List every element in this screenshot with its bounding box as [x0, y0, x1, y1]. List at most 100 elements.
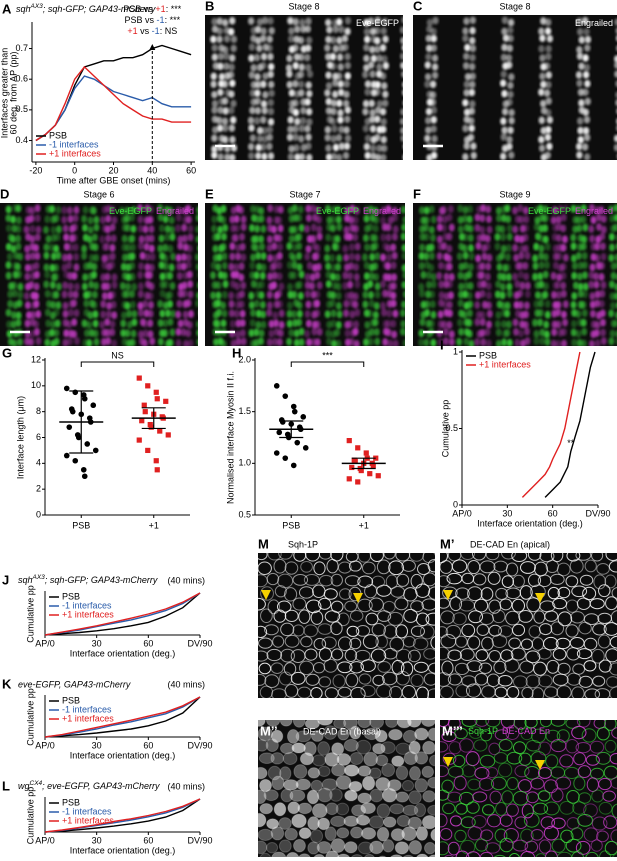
cell: [499, 814, 513, 827]
cell: [284, 827, 298, 841]
nucleus: [369, 253, 376, 262]
nucleus: [551, 206, 558, 215]
nucleus: [292, 79, 299, 88]
nucleus: [381, 55, 388, 63]
nucleus: [480, 280, 487, 289]
nucleus: [294, 153, 301, 160]
nucleus: [314, 338, 321, 346]
nucleus: [370, 54, 378, 63]
cell: [511, 598, 526, 613]
cell: [473, 739, 488, 752]
nucleus: [105, 234, 112, 243]
cell: [383, 647, 398, 660]
nucleus: [253, 271, 260, 280]
nucleus: [109, 243, 116, 252]
panel-letter: B: [205, 0, 214, 13]
cell: [410, 600, 424, 613]
nucleus: [104, 318, 111, 327]
nucleus: [514, 234, 521, 243]
nucleus: [335, 320, 342, 329]
cell: [478, 777, 495, 792]
nucleus: [315, 262, 322, 271]
x-tick-label: 20: [108, 165, 118, 175]
data-point: [81, 395, 88, 402]
legend-label: -1 interfaces: [49, 139, 99, 149]
nucleus: [467, 224, 474, 233]
nucleus: [210, 261, 217, 270]
cell: [343, 841, 358, 854]
nucleus: [575, 215, 582, 224]
nucleus: [544, 133, 552, 142]
nucleus: [462, 34, 469, 43]
y-tick-label: 0.5: [445, 423, 458, 433]
cell: [506, 685, 520, 698]
nucleus: [468, 117, 475, 125]
nucleus: [406, 142, 412, 150]
nucleus: [267, 118, 275, 126]
nucleus: [441, 320, 448, 329]
nucleus: [43, 225, 50, 234]
data-point: [375, 473, 381, 479]
cell: [401, 826, 417, 842]
nucleus: [506, 135, 513, 144]
cell: [370, 553, 384, 562]
nucleus: [15, 225, 22, 234]
nucleus: [494, 290, 501, 299]
nucleus: [391, 330, 398, 339]
nucleus: [486, 225, 493, 234]
nucleus: [211, 151, 218, 160]
nucleus: [332, 79, 339, 87]
nucleus: [100, 273, 107, 282]
cell: [575, 840, 591, 855]
cell: [349, 725, 362, 740]
nucleus: [448, 330, 455, 339]
nucleus: [167, 244, 174, 253]
cell: [298, 827, 312, 840]
nucleus: [353, 206, 360, 215]
nucleus: [87, 311, 94, 320]
panel-letter: M’’’: [442, 723, 463, 738]
nucleus: [325, 153, 333, 160]
nucleus: [505, 61, 513, 69]
x-tick-label: 60: [186, 165, 196, 175]
nucleus: [87, 216, 94, 225]
cell: [291, 742, 306, 754]
nucleus: [111, 273, 118, 282]
arrowhead: [353, 593, 363, 603]
nucleus: [99, 215, 106, 224]
nucleus: [400, 108, 403, 116]
nucleus: [196, 329, 198, 337]
nucleus: [83, 299, 90, 308]
nucleus: [44, 338, 51, 346]
nucleus: [325, 71, 332, 80]
cell: [278, 553, 293, 560]
nucleus: [542, 253, 549, 262]
nucleus: [131, 309, 138, 318]
nucleus: [609, 292, 616, 301]
nucleus: [119, 281, 126, 290]
title-gene: sqh: [18, 575, 33, 585]
nucleus: [266, 35, 273, 44]
nucleus: [507, 90, 514, 99]
cell: [511, 553, 528, 563]
nucleus: [300, 106, 307, 115]
nucleus: [582, 108, 590, 117]
nucleus: [137, 242, 144, 251]
cell: [287, 801, 301, 815]
nucleus: [344, 106, 351, 114]
nucleus: [373, 273, 380, 282]
cell: [559, 754, 574, 768]
nucleus: [129, 338, 136, 346]
nucleus: [5, 308, 12, 317]
nucleus: [343, 80, 350, 88]
nucleus: [92, 329, 99, 338]
nucleus: [374, 133, 381, 142]
cell: [571, 585, 588, 598]
nucleus: [524, 290, 531, 299]
nucleus: [362, 300, 369, 309]
cell: [430, 635, 435, 650]
cell: [292, 597, 307, 611]
cell: [310, 779, 323, 792]
cell: [391, 755, 405, 767]
cell: [591, 816, 608, 831]
